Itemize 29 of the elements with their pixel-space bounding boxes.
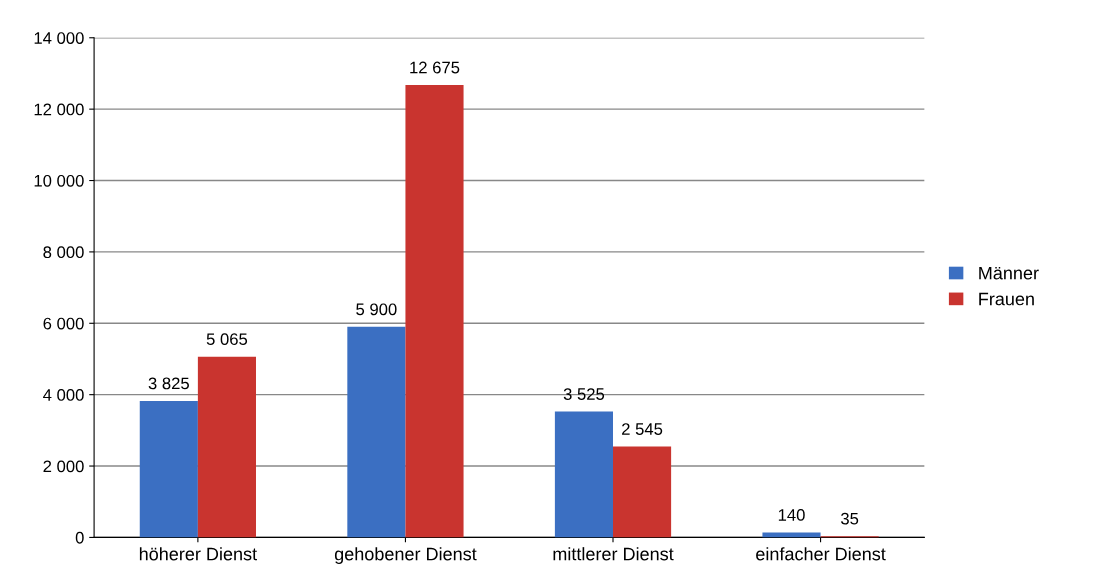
y-tick-label: 4 000: [43, 389, 84, 401]
bar: [762, 532, 821, 538]
legend-label: Frauen: [979, 292, 1034, 306]
y-tick-label: 0: [75, 531, 84, 544]
x-tick-label: mittlerer Dienst: [553, 547, 674, 561]
data-label: 5 065: [206, 333, 248, 346]
bar: [405, 85, 464, 538]
x-tick-label: höherer Dienst: [139, 547, 257, 561]
data-label: 3 525: [563, 388, 605, 400]
data-label: 5 900: [356, 303, 397, 316]
y-tick-label: 8 000: [43, 246, 84, 259]
legend-label: Männer: [979, 266, 1039, 280]
data-label: 35: [840, 512, 859, 525]
data-label: 3 825: [148, 377, 189, 390]
bar: [197, 356, 256, 538]
y-tick-label: 6 000: [43, 317, 84, 330]
x-tick-label: gehobener Dienst: [334, 547, 477, 564]
y-tick-label: 14 000: [34, 32, 84, 44]
data-label: 2 545: [622, 423, 663, 435]
data-label: 140: [778, 509, 805, 521]
bar: [554, 411, 613, 538]
bar: [139, 400, 198, 538]
bar: [347, 326, 406, 538]
y-tick-label: 10 000: [34, 174, 84, 187]
bar: [613, 446, 672, 538]
y-tick-label: 2 000: [43, 460, 84, 473]
data-label: 12 675: [410, 61, 460, 74]
y-tick-label: 12 000: [34, 103, 84, 116]
x-tick-label: einfacher Dienst: [756, 547, 886, 561]
